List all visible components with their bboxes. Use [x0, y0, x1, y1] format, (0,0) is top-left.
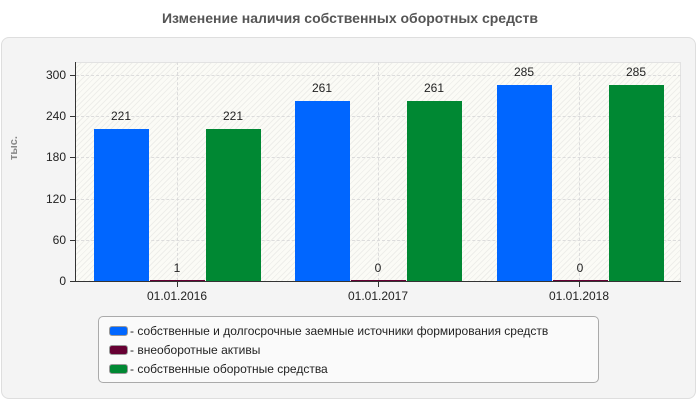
value-label: 285: [625, 65, 647, 79]
y-tick-label: 300: [45, 68, 66, 82]
legend-swatch-icon: [109, 345, 128, 355]
x-tick: [177, 282, 178, 287]
value-label: 221: [110, 109, 132, 123]
y-tick: [70, 281, 75, 282]
vgrid-2017: [378, 62, 379, 281]
x-tick: [579, 282, 580, 287]
bar-working-capital-2016: [206, 129, 261, 281]
legend-item-noncurrent: - внеоборотные активы: [109, 342, 260, 358]
bar-working-capital-2018: [609, 85, 664, 281]
bar-noncurrent-2016: [150, 280, 205, 281]
value-label: 261: [423, 81, 445, 95]
y-tick-label: 180: [45, 150, 66, 164]
value-label: 221: [222, 109, 244, 123]
y-tick-label: 240: [45, 109, 66, 123]
y-axis: [75, 62, 76, 282]
legend-swatch-icon: [109, 326, 128, 336]
legend-item-working-capital: - собственные оборотные средства: [109, 361, 328, 377]
x-tick-label: 01.01.2018: [548, 289, 610, 303]
bar-noncurrent-2018: [553, 280, 608, 281]
x-tick-label: 01.01.2017: [347, 289, 409, 303]
y-tick-label: 0: [59, 274, 66, 288]
y-tick: [70, 199, 75, 200]
value-label: 0: [576, 261, 584, 275]
legend-label: - собственные и долгосрочные заемные ист…: [130, 324, 549, 338]
y-tick-label: 120: [45, 192, 66, 206]
vgrid-2016: [177, 62, 178, 281]
value-label: 0: [374, 261, 382, 275]
y-tick: [70, 116, 75, 117]
y-tick: [70, 240, 75, 241]
y-axis-title: тыс.: [8, 136, 20, 160]
value-label: 261: [311, 81, 333, 95]
x-axis: [75, 281, 681, 282]
value-label: 285: [513, 65, 535, 79]
bar-sources-2018: [497, 85, 552, 281]
legend: - собственные и долгосрочные заемные ист…: [98, 316, 599, 383]
legend-item-sources: - собственные и долгосрочные заемные ист…: [109, 323, 548, 339]
bar-sources-2016: [94, 129, 149, 281]
bar-working-capital-2017: [407, 101, 462, 281]
y-tick: [70, 75, 75, 76]
legend-label: - внеоборотные активы: [130, 343, 261, 357]
legend-swatch-icon: [109, 364, 128, 374]
chart-title: Изменение наличия собственных оборотных …: [161, 10, 539, 26]
bar-sources-2017: [295, 101, 350, 281]
y-tick-label: 60: [52, 233, 66, 247]
bar-noncurrent-2017: [351, 280, 406, 281]
legend-label: - собственные оборотные средства: [130, 362, 328, 376]
value-label: 1: [173, 261, 181, 275]
y-tick: [70, 157, 75, 158]
x-tick: [378, 282, 379, 287]
x-tick-label: 01.01.2016: [146, 289, 208, 303]
vgrid-2018: [579, 62, 580, 281]
